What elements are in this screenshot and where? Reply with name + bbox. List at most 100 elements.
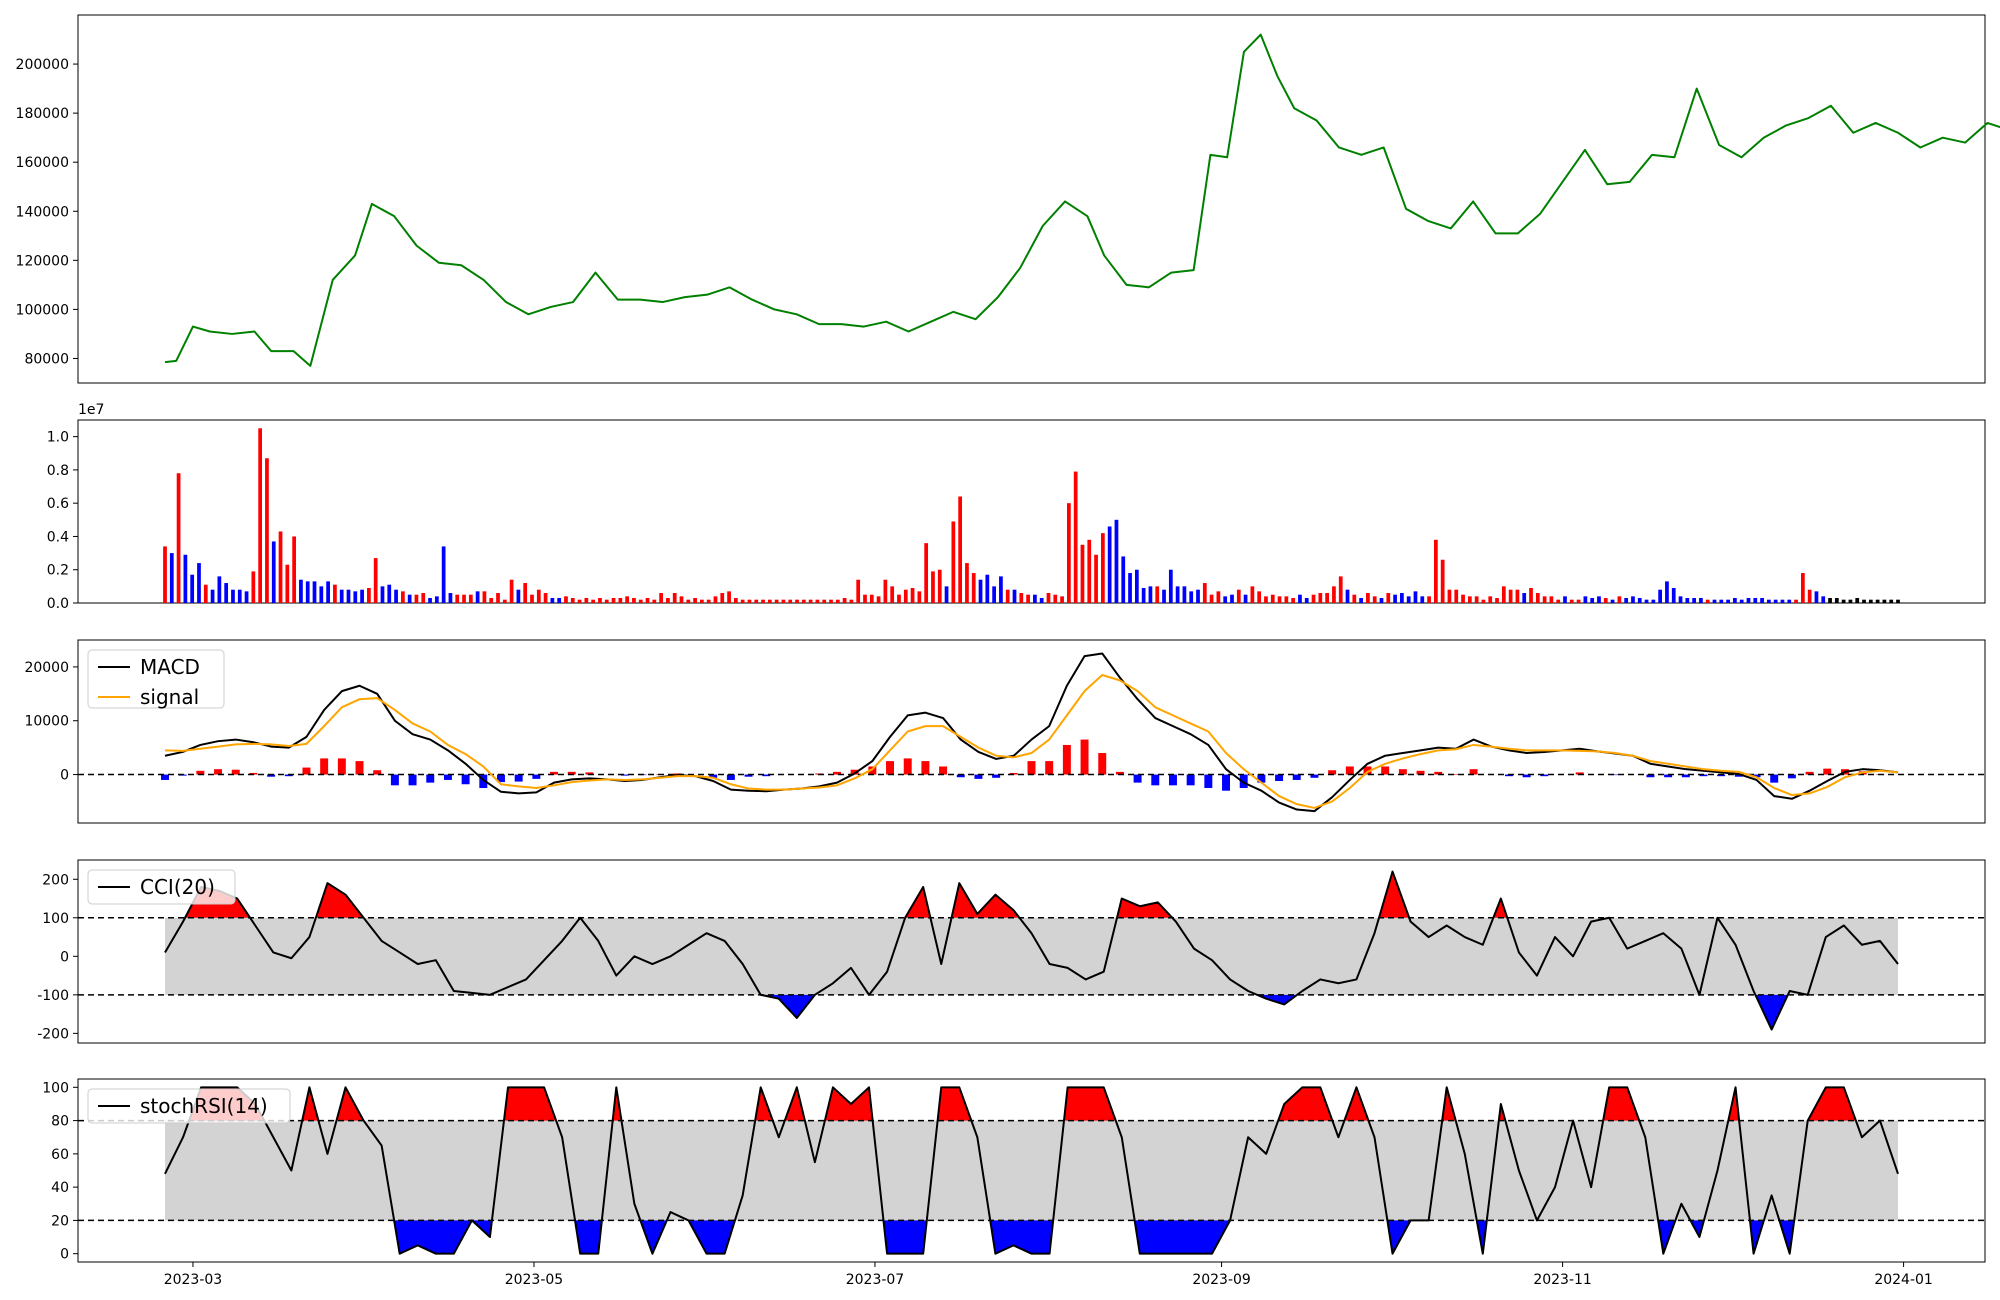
volume-bar — [1461, 594, 1465, 603]
oversold-fill — [990, 1220, 1054, 1254]
volume-bar — [1094, 554, 1098, 603]
y-tick-label: 0 — [60, 1247, 69, 1263]
volume-bar — [890, 586, 895, 603]
volume-bar — [774, 599, 779, 603]
macd-histogram-bar — [1151, 774, 1160, 786]
volume-bar — [455, 594, 460, 603]
volume-bar — [1508, 589, 1513, 603]
volume-bar — [1576, 599, 1581, 603]
overbought-fill — [1379, 871, 1410, 918]
volume-bar — [237, 589, 242, 603]
y-tick-label: 20 — [51, 1213, 69, 1229]
volume-bar — [863, 594, 867, 603]
volume-bar — [903, 589, 908, 603]
volume-bar — [163, 546, 167, 603]
macd-histogram-bar — [886, 761, 895, 775]
volume-bar — [1875, 599, 1880, 603]
macd-histogram-bar — [514, 774, 523, 782]
overbought-fill — [784, 1087, 805, 1121]
cci-panel: -200 -100 0 100 200 CCI(20) — [37, 859, 1986, 1044]
volume-bar — [1230, 594, 1234, 603]
volume-bar — [1236, 589, 1241, 603]
volume-bar — [1393, 594, 1397, 603]
y-tick-label: 40 — [51, 1180, 69, 1196]
volume-bar — [1053, 594, 1058, 603]
volume-bar — [530, 594, 534, 603]
volume-bar — [1726, 599, 1730, 603]
y-offset-label: 1e7 — [78, 402, 104, 418]
macd-histogram-bar — [1611, 774, 1620, 776]
macd-histogram-bar — [1080, 739, 1089, 775]
volume-bar — [251, 571, 256, 603]
volume-bar — [1862, 599, 1866, 603]
volume-bar — [373, 558, 378, 603]
volume-bar — [1060, 596, 1064, 603]
volume-bar — [849, 599, 854, 603]
volume-bar — [883, 579, 888, 603]
volume-bar — [1868, 599, 1873, 603]
volume-bar — [1800, 573, 1805, 603]
volume-bar — [1556, 599, 1561, 603]
legend-label: stochRSI(14) — [140, 1094, 268, 1118]
volume-bar — [570, 598, 575, 603]
macd-histogram-bar — [550, 771, 559, 775]
volume-bar — [835, 599, 840, 603]
volume-bar — [169, 553, 174, 603]
volume-bar — [258, 428, 263, 603]
volume-bar — [1284, 596, 1289, 603]
volume-bar — [1535, 593, 1540, 603]
volume-bar — [353, 591, 358, 603]
volume-bar — [1692, 598, 1696, 603]
macd-histogram-bar — [744, 774, 753, 777]
macd-histogram-bar — [479, 774, 488, 789]
volume-bar — [1162, 589, 1166, 603]
volume-bar — [734, 598, 738, 603]
volume-bar — [1216, 591, 1221, 603]
macd-histogram-bar — [762, 774, 771, 777]
volume-bar — [462, 594, 466, 603]
plot-frame — [77, 14, 1986, 384]
volume-bar — [1291, 598, 1296, 603]
volume-bar — [1637, 598, 1642, 603]
volume-bar — [598, 598, 602, 603]
volume-bar — [1264, 596, 1268, 603]
volume-bar — [822, 599, 827, 603]
volume-bar — [1665, 581, 1669, 603]
volume-bar — [407, 594, 412, 603]
overbought-fill — [951, 883, 1020, 918]
volume-bar — [1896, 599, 1900, 603]
x-tick-label: 2024-01 — [1874, 1272, 1933, 1288]
volume-bar — [319, 586, 324, 603]
volume-bar — [1889, 599, 1894, 603]
neutral-band — [165, 1120, 1898, 1221]
volume-bar — [1501, 586, 1506, 603]
volume-bar — [1196, 589, 1200, 603]
macd-histogram-bar — [408, 774, 417, 786]
legend-label: MACD — [140, 655, 200, 679]
plot-frame — [77, 639, 1986, 824]
volume-bar — [482, 591, 487, 603]
volume-bar — [1746, 598, 1751, 603]
y-tick-label: 100000 — [16, 302, 69, 318]
macd-histogram-bar — [532, 774, 541, 779]
volume-bar — [1033, 594, 1037, 603]
volume-bar — [1529, 588, 1533, 603]
macd-panel: 0 10000 20000 MACD signal — [24, 639, 1986, 824]
macd-line — [164, 652, 1899, 813]
volume-bar — [434, 596, 439, 603]
macd-histogram-bar — [1823, 768, 1832, 775]
volume-bar — [183, 554, 188, 603]
volume-bar — [1712, 599, 1717, 603]
volume-bar — [299, 579, 303, 603]
volume-bar — [502, 599, 507, 603]
volume-bar — [910, 588, 915, 603]
macd-histogram-bar — [373, 770, 382, 775]
macd-histogram-bar — [1381, 766, 1390, 775]
legend-box — [87, 869, 236, 905]
volume-bar — [1379, 598, 1384, 603]
volume-bar — [713, 596, 718, 603]
macd-histogram-bar — [1664, 774, 1673, 778]
volume-bar — [672, 593, 677, 603]
volume-bar — [1318, 593, 1323, 603]
